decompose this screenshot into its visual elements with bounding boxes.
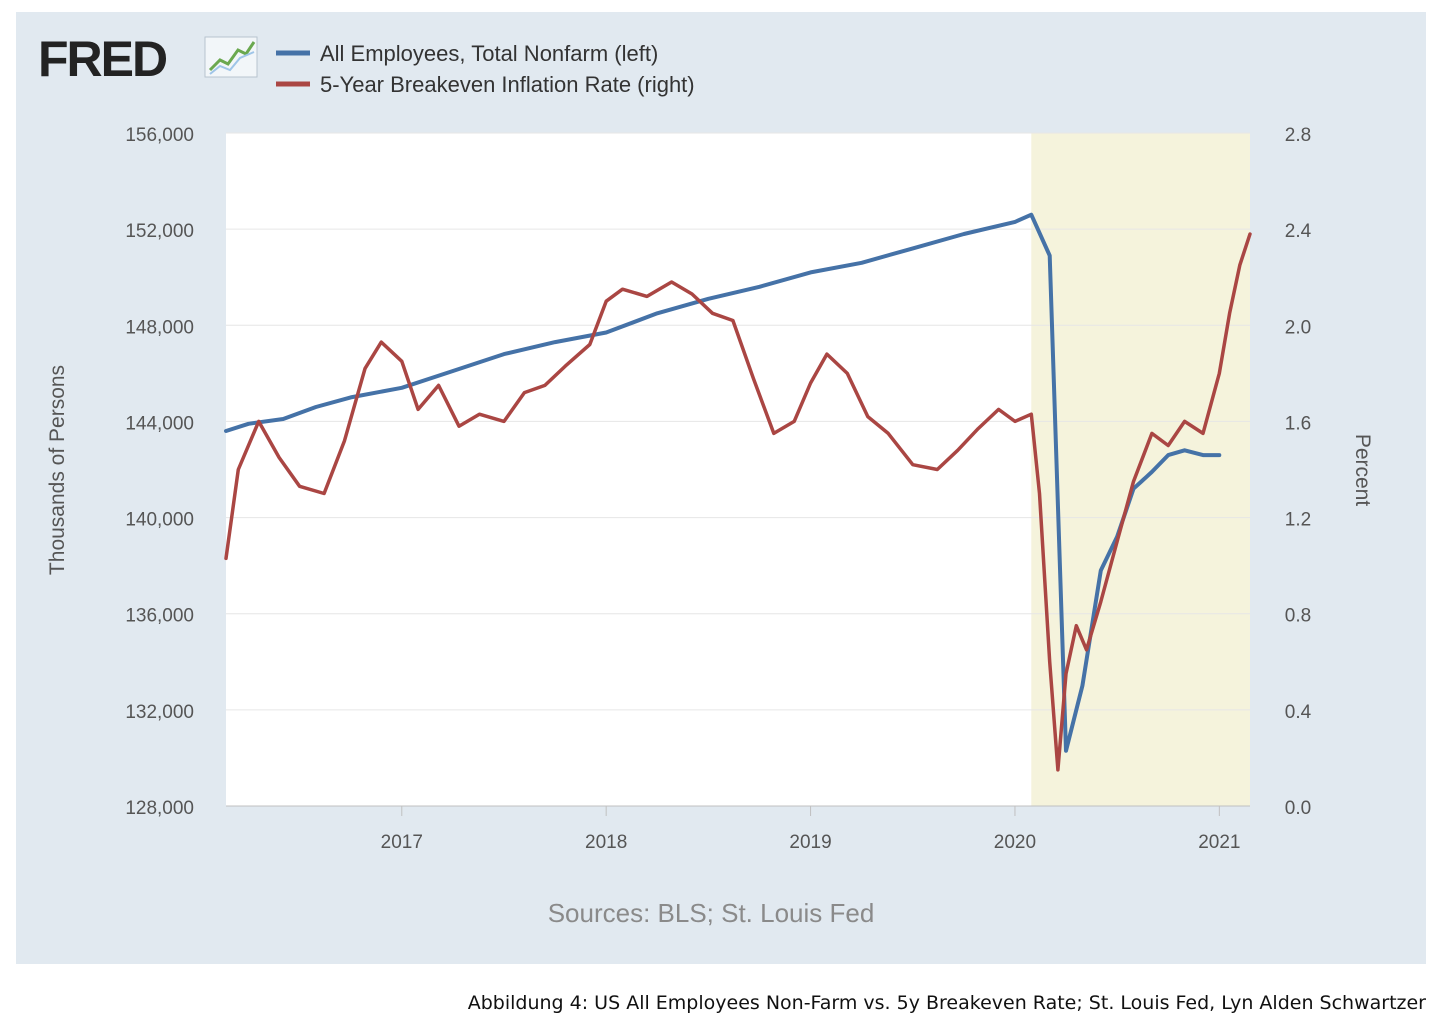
x-tick-label: 2017 <box>381 832 423 853</box>
y-left-tick-label: 128,000 <box>125 798 194 819</box>
y-right-tick-label: 2.4 <box>1285 221 1312 242</box>
x-tick-label: 2019 <box>789 832 831 853</box>
y-left-tick-label: 144,000 <box>125 413 194 434</box>
x-axis: 2017 2018 2019 2020 2021 <box>226 805 1250 853</box>
y-left-tick-label: 132,000 <box>125 702 194 723</box>
y-right-tick-label: 0.4 <box>1285 702 1312 723</box>
y-right-tick-label: 2.8 <box>1285 125 1311 146</box>
y-axis-left-title: Thousands of Persons <box>46 365 69 575</box>
y-right-tick-label: 2.0 <box>1285 317 1311 338</box>
fred-logo-text: FRED <box>38 31 167 87</box>
gridlines <box>226 132 1250 807</box>
legend-label-right: 5-Year Breakeven Inflation Rate (right) <box>320 72 695 97</box>
series-line-breakeven-inflation <box>224 232 1252 772</box>
fred-logo: FRED <box>38 31 258 87</box>
y-left-tick-label: 140,000 <box>125 510 194 531</box>
legend: All Employees, Total Nonfarm (left) 5-Ye… <box>276 41 695 97</box>
y-right-tick-label: 0.8 <box>1285 606 1311 627</box>
y-axis-left: 128,000 132,000 136,000 140,000 144,000 148,0… <box>125 125 194 819</box>
series-lines <box>224 212 1252 772</box>
series-line-nonfarm-employees <box>224 212 1222 753</box>
x-tick-label: 2018 <box>585 832 627 853</box>
y-left-tick-label: 152,000 <box>125 221 194 242</box>
legend-label-left: All Employees, Total Nonfarm (left) <box>320 41 658 66</box>
source-note: Sources: BLS; St. Louis Fed <box>548 898 875 928</box>
recession-shading <box>1031 133 1250 806</box>
y-axis-right: 0.0 0.4 0.8 1.2 1.6 2.0 2.4 2.8 <box>1285 125 1312 819</box>
x-tick-label: 2020 <box>994 832 1036 853</box>
fred-logo-graph-icon <box>204 36 258 78</box>
y-right-tick-label: 1.2 <box>1285 510 1311 531</box>
y-right-tick-label: 0.0 <box>1285 798 1311 819</box>
y-left-tick-label: 136,000 <box>125 606 194 627</box>
y-axis-right-title: Percent <box>1351 434 1374 507</box>
y-left-tick-label: 156,000 <box>125 125 194 146</box>
x-tick-label: 2021 <box>1198 832 1240 853</box>
y-right-tick-label: 1.6 <box>1285 413 1311 434</box>
figure-caption: Abbildung 4: US All Employees Non-Farm v… <box>467 992 1426 1014</box>
y-left-tick-label: 148,000 <box>125 317 194 338</box>
